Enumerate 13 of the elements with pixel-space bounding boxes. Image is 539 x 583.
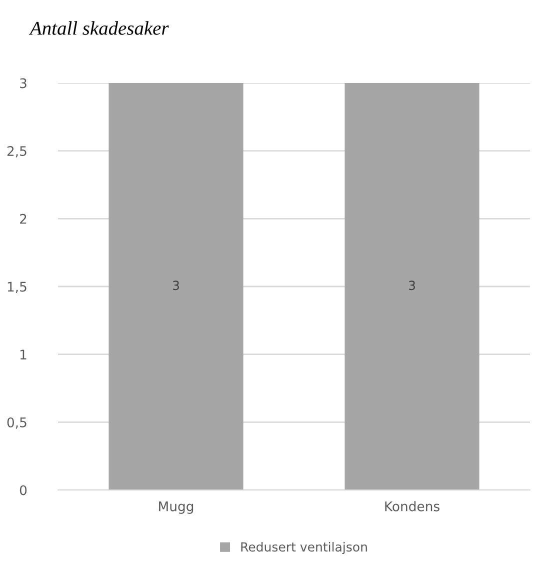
y-tick-label: 0 (20, 485, 27, 496)
chart-title: Antall skadesaker (28, 21, 169, 35)
y-tick-label: 2,5 (7, 146, 26, 158)
data-label: 3 (408, 280, 415, 290)
x-tick-label: Kondens (385, 501, 440, 512)
y-tick-label: 0,5 (7, 417, 26, 429)
y-tick-label: 3 (20, 78, 26, 88)
y-tick-label: 2 (20, 214, 26, 224)
data-label: 3 (172, 280, 179, 290)
legend-label: Redusert ventilajson (241, 542, 367, 554)
y-tick-label: 1,5 (8, 282, 26, 294)
y-tick-label: 1 (20, 350, 26, 360)
x-tick-label: Mugg (159, 502, 194, 514)
